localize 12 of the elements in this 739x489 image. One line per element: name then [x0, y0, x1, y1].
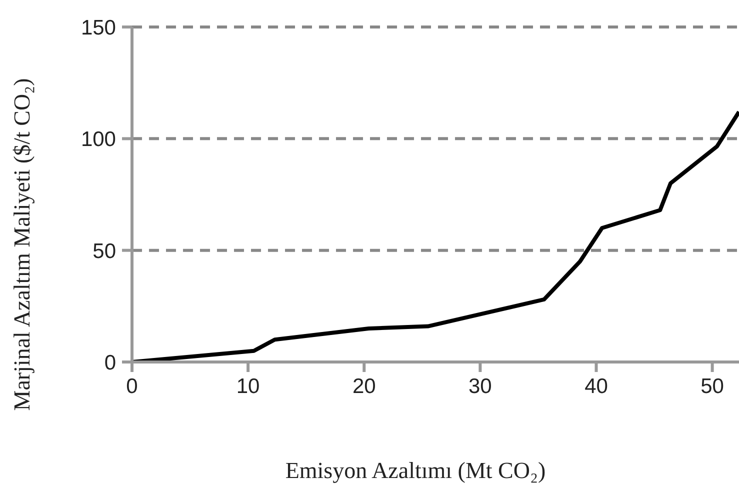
x-tick-label: 50: [700, 374, 724, 398]
y-tick-label: 100: [80, 128, 116, 152]
y-axis-title: Marjinal Azaltım Maliyeti ($/t CO₂): [10, 78, 34, 411]
y-tick-label: 50: [92, 240, 116, 263]
y-tick-label: 150: [80, 16, 116, 40]
x-axis-title: Emisyon Azaltımı (Mt CO₂): [285, 458, 546, 483]
y-tick-label: 0: [104, 351, 116, 374]
x-tick-label: 30: [468, 374, 492, 398]
x-tick-label: 20: [352, 374, 376, 398]
x-tick-label: 0: [126, 374, 138, 398]
x-tick-label: 10: [236, 374, 260, 398]
x-tick-label: 40: [584, 374, 608, 398]
